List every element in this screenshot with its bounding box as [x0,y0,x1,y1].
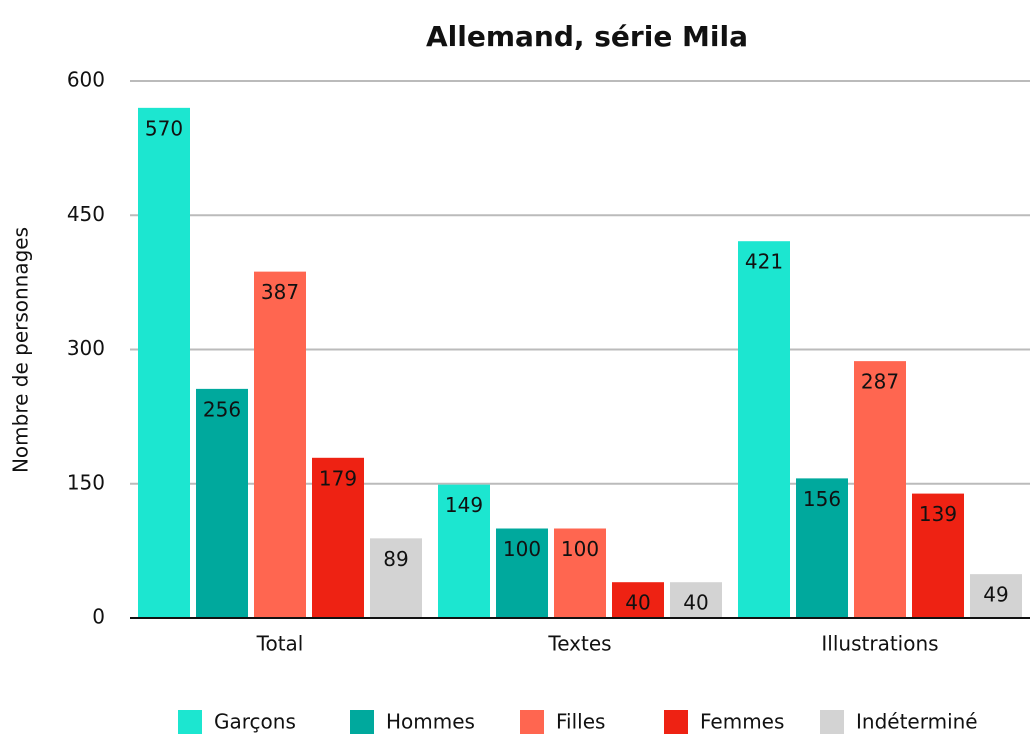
legend-label: Filles [556,710,605,734]
legend-swatch [520,710,544,734]
data-label: 40 [625,591,650,615]
bar [970,574,1022,618]
y-tick-label: 0 [92,605,105,629]
bar [438,484,490,618]
data-label: 421 [745,250,783,274]
y-tick-label: 450 [67,202,105,226]
y-tick-label: 600 [67,68,105,92]
chart-title: Allemand, série Mila [426,20,748,53]
data-label: 387 [261,280,299,304]
x-tick-label: Textes [547,632,611,656]
data-label: 89 [383,547,408,571]
bar [370,538,422,618]
bar [554,528,606,618]
data-label: 100 [503,537,541,561]
legend-swatch [350,710,374,734]
y-tick-label: 150 [67,470,105,494]
legend-label: Hommes [386,710,475,734]
bar [196,388,248,618]
data-label: 139 [919,502,957,526]
legend-swatch [820,710,844,734]
data-label: 49 [983,583,1008,607]
x-tick-label: Total [256,632,304,656]
data-label: 256 [203,397,241,421]
data-label: 149 [445,493,483,517]
data-label: 100 [561,537,599,561]
bar [254,271,306,618]
bar [138,107,190,618]
data-label: 40 [683,591,708,615]
y-axis-label: Nombre de personnages [9,227,33,473]
legend-swatch [178,710,202,734]
bar [612,582,664,618]
legend-label: Garçons [214,710,296,734]
data-label: 287 [861,370,899,394]
bar [738,241,790,618]
bar [496,528,548,618]
legend-swatch [664,710,688,734]
bar [854,361,906,618]
bar [796,478,848,618]
data-label: 570 [145,116,183,140]
legend-label: Femmes [700,710,784,734]
bar [670,582,722,618]
legend-label: Indéterminé [856,710,978,734]
data-label: 179 [319,466,357,490]
data-label: 156 [803,487,841,511]
y-tick-label: 300 [67,336,105,360]
bar [912,493,964,618]
bar [312,457,364,618]
x-tick-label: Illustrations [821,632,938,656]
